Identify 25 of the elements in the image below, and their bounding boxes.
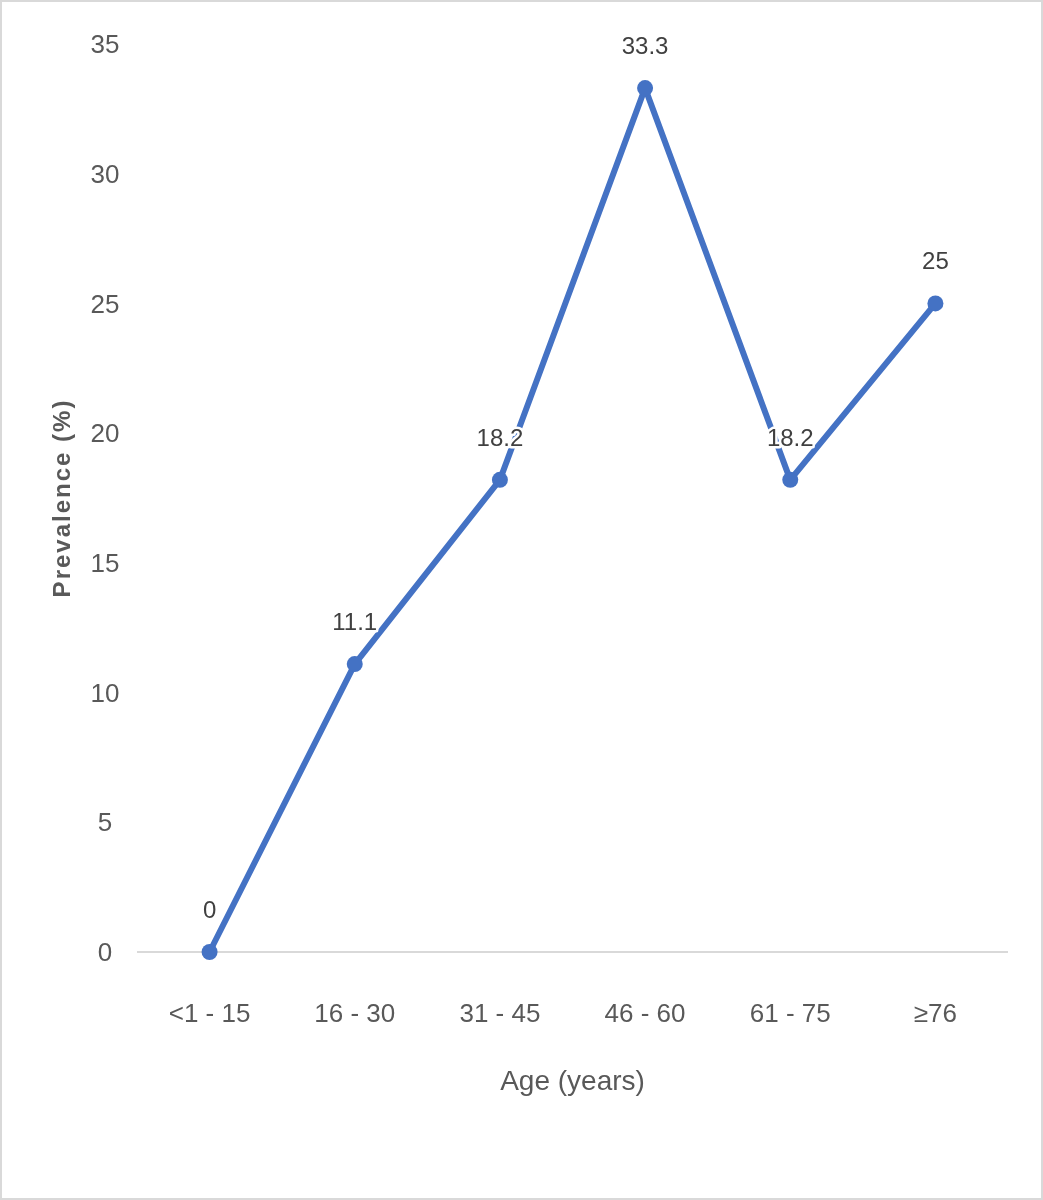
y-tick-label: 35	[90, 29, 120, 60]
x-tick-label: 61 - 75	[749, 998, 831, 1028]
point	[927, 295, 944, 312]
x-tick-label: ≥76	[913, 998, 958, 1028]
point	[491, 471, 508, 488]
x-tick-label: 16 - 30	[314, 998, 396, 1028]
data-label: 25	[922, 247, 949, 275]
point	[782, 471, 799, 488]
y-tick-label: 20	[90, 418, 120, 449]
y-tick-label: 0	[97, 937, 113, 968]
data-label: 0	[202, 896, 217, 923]
point	[201, 944, 218, 960]
data-label: 11.1	[332, 608, 378, 636]
y-tick-label: 10	[90, 677, 120, 708]
x-tick-label: <1 - 15	[168, 998, 251, 1028]
y-tick-label: 15	[90, 547, 120, 578]
x-tick-label: 46 - 60	[604, 998, 686, 1028]
point	[346, 656, 363, 673]
y-tick-label: 5	[97, 807, 113, 838]
x-tick-label: 31 - 45	[459, 998, 541, 1028]
y-axis-title: Prevalence (%)	[48, 398, 75, 598]
y-tick-label: 25	[90, 288, 120, 319]
data-label: 33.3	[621, 32, 669, 60]
y-tick-label: 30	[90, 158, 120, 189]
x-axis-title: Age (years)	[500, 1065, 645, 1096]
